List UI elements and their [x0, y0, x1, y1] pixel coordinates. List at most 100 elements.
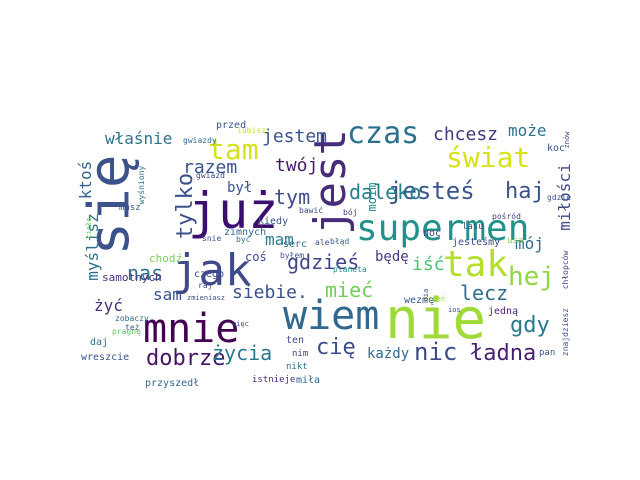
word-82: ale [315, 238, 330, 247]
word-6: wiem [283, 293, 379, 339]
word-11: tam [208, 133, 259, 166]
word-92: ios [448, 306, 461, 314]
word-48: wezmę [404, 295, 434, 306]
word-27: lecz [460, 281, 508, 305]
word-53: kiedy [258, 216, 288, 227]
word-21: cię [316, 335, 356, 360]
word-69: lubisz [237, 126, 266, 135]
word-72: pośród [492, 211, 521, 221]
word-41: iść [412, 254, 445, 275]
word-39: sam [153, 285, 182, 304]
word-71: bawić [299, 205, 323, 215]
word-23: ładna [470, 341, 536, 366]
word-37: myślisz [83, 213, 102, 280]
word-63: miła [296, 375, 320, 386]
word-2: nie [385, 287, 486, 352]
word-26: siebie. [232, 282, 308, 303]
word-20: dobrze [146, 346, 225, 371]
word-1: już [188, 182, 278, 240]
word-55: noc [423, 228, 441, 239]
word-4: jak [172, 245, 251, 296]
word-57: koc [547, 143, 565, 154]
word-46: był [227, 180, 252, 196]
word-87: planeta [333, 265, 367, 274]
word-50: coś [245, 250, 267, 264]
word-67: pan [539, 348, 555, 358]
word-68: przed [216, 120, 246, 131]
word-24: życia [212, 341, 272, 365]
word-12: jesteś [388, 177, 475, 205]
word-42: mój [515, 234, 544, 253]
word-18: nas [127, 261, 163, 285]
word-73: lasu [462, 222, 484, 232]
word-33: może [508, 121, 547, 140]
word-8: tak [443, 244, 508, 285]
word-38: mam [265, 230, 294, 249]
word-40: żyć [94, 296, 123, 315]
word-81: ciało [85, 217, 93, 238]
word-29: tym [274, 185, 310, 209]
word-35: miłości [555, 163, 574, 230]
word-5: supermen [356, 208, 529, 249]
word-98: chłopców [560, 251, 570, 290]
word-51: chodź [149, 252, 182, 265]
word-36: ktoś [76, 161, 95, 200]
word-96: więc [232, 320, 249, 328]
word-3: jest [305, 129, 356, 235]
word-56: jesteśmy [452, 236, 500, 248]
word-cloud-words: się jużniejestjaksupermenwiemmnietakczasś… [76, 116, 574, 389]
word-43: będę [375, 249, 409, 265]
word-84: śnie [202, 233, 221, 243]
word-80: usa [507, 236, 523, 246]
word-79: bój [343, 207, 357, 217]
word-97: znajdziesz [561, 308, 570, 356]
word-34: twój [275, 155, 318, 176]
word-62: istnieje [252, 375, 295, 385]
word-85: być [236, 234, 251, 244]
word-19: mieć [325, 278, 373, 302]
word-75: gdzie [547, 193, 571, 202]
word-70: gwiazdy [183, 136, 217, 145]
word-58: czego [194, 269, 224, 280]
word-88: zobaczy [115, 314, 149, 323]
word-14: haj [505, 179, 545, 204]
word-91: dzień [424, 295, 445, 303]
word-25: daleko [349, 180, 421, 204]
word-17: tylko [173, 173, 198, 239]
word-86: byłem [280, 251, 304, 260]
word-76: masz [119, 203, 141, 213]
word-83: błąd [330, 237, 349, 246]
word-74: znów [563, 131, 571, 149]
word-93: dia [422, 289, 430, 302]
word-22: nic [414, 338, 457, 366]
word-66: nikt [286, 362, 308, 372]
word-61: wreszcie [81, 352, 129, 363]
word-95: też [125, 323, 140, 332]
word-90: zmieniasz [187, 294, 225, 302]
word-44: moim [365, 183, 379, 212]
word-52: zimnych [224, 227, 266, 238]
word-65: nim [292, 349, 308, 359]
word-15: gdy [510, 313, 550, 338]
word-30: właśnie [105, 129, 172, 148]
word-59: daj [90, 337, 108, 348]
word-94: pragnę [112, 327, 141, 336]
word-7: mnie [143, 306, 239, 352]
word-0: się [77, 154, 142, 255]
word-10: świat [446, 141, 530, 174]
word-31: jestem [262, 126, 327, 147]
word-16: gdzieś [287, 250, 359, 274]
word-77: gwiazd [196, 171, 225, 180]
word-64: ten [286, 335, 304, 346]
word-45: każdy [367, 346, 409, 362]
word-13: hej [508, 262, 555, 292]
word-32: chcesz [433, 124, 498, 145]
word-49: jedną [488, 306, 518, 317]
word-60: przyszedł [145, 378, 199, 389]
word-28: razem [183, 157, 237, 178]
word-89: raj [198, 281, 212, 290]
word-47: samotnych [102, 271, 162, 284]
word-78: wyśniony [136, 166, 146, 205]
word-9: czas [347, 116, 419, 151]
